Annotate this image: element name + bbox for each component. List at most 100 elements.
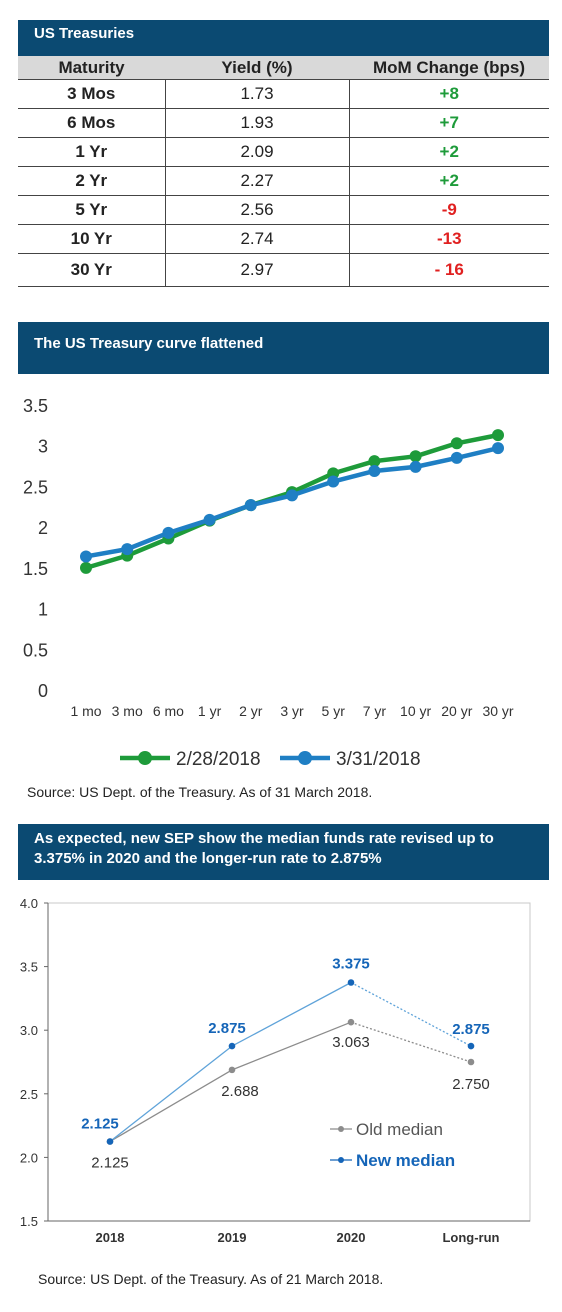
x-tick-label: 2018 [96, 1230, 125, 1245]
cell-yield: 2.97 [164, 253, 350, 287]
data-point [228, 1042, 236, 1050]
x-tick-label: 5 yr [322, 703, 346, 719]
table-row: 10 Yr 2.74 -13 [18, 224, 549, 254]
x-tick-label: 2020 [337, 1230, 366, 1245]
chart2-source: Source: US Dept. of the Treasury. As of … [38, 1271, 384, 1287]
x-tick-label: 6 mo [153, 703, 184, 719]
y-tick-label: 3.0 [20, 1023, 38, 1038]
data-point [347, 1018, 355, 1026]
data-label-old: 2.125 [91, 1155, 129, 1172]
treasuries-title: US Treasuries [18, 20, 549, 56]
data-point [347, 979, 355, 986]
cell-maturity: 2 Yr [18, 166, 165, 196]
data-point [80, 561, 92, 574]
series-segment [109, 1045, 233, 1143]
data-point [492, 442, 504, 455]
data-point [467, 1058, 475, 1066]
y-tick-label: 3 [38, 437, 48, 457]
series-segment [109, 1069, 233, 1143]
data-point [286, 489, 298, 502]
data-label-old: 2.750 [452, 1076, 490, 1093]
table-row: 6 Mos 1.93 +7 [18, 108, 549, 138]
cell-yield: 2.27 [164, 166, 350, 196]
data-point [368, 455, 381, 468]
y-tick-label: 1 [38, 600, 48, 620]
data-point [80, 550, 92, 563]
cell-change: -9 [349, 195, 549, 225]
col-header-yield: Yield (%) [165, 56, 349, 80]
y-tick-label: 2 [38, 518, 48, 538]
data-label-new: 2.875 [208, 1020, 246, 1037]
x-tick-label: 20 yr [441, 703, 472, 719]
data-label-old: 3.063 [332, 1034, 370, 1051]
chart2-header-line2: 3.375% in 2020 and the longer-run rate t… [34, 850, 382, 867]
series-segment [231, 1021, 352, 1071]
cell-change: +2 [349, 166, 549, 196]
table-header-row: Maturity Yield (%) MoM Change (bps) [18, 56, 549, 80]
data-point [492, 429, 504, 442]
x-tick-label: 10 yr [400, 703, 431, 719]
data-point [409, 450, 422, 463]
data-point [121, 543, 134, 556]
data-point [244, 499, 257, 512]
data-point [450, 437, 463, 450]
sep-median-chart: 4.0 3.5 3.0 2.5 2.0 1.5 2018 2019 2020 Long-run 2.… [20, 896, 531, 1245]
cell-change: +8 [349, 79, 549, 109]
cell-maturity: 1 Yr [18, 137, 165, 167]
data-label-new: 2.875 [452, 1021, 490, 1038]
plot-frame [47, 902, 531, 1222]
series-line-2 [85, 445, 499, 559]
data-point [368, 464, 381, 477]
cell-maturity: 30 Yr [18, 253, 165, 287]
cell-maturity: 3 Mos [18, 79, 165, 109]
x-tick-label: 1 mo [70, 703, 101, 719]
legend-label: New median [356, 1151, 455, 1170]
legend-swatch-marker [338, 1126, 344, 1132]
x-tick-label: 2019 [218, 1230, 247, 1245]
y-tick-label: 3.5 [23, 396, 48, 416]
cell-change: -13 [349, 224, 549, 254]
legend-label: 2/28/2018 [176, 749, 261, 770]
y-tick-label: 2.5 [20, 1087, 38, 1102]
cell-change: +7 [349, 108, 549, 138]
series-segment [231, 981, 352, 1047]
table-row: 5 Yr 2.56 -9 [18, 195, 549, 225]
chart1-header: The US Treasury curve flattened [18, 322, 549, 374]
table-row: 3 Mos 1.73 +8 [18, 79, 549, 109]
data-point [228, 1066, 236, 1074]
data-point [106, 1138, 114, 1145]
y-tick-label: 0.5 [23, 640, 48, 660]
cell-yield: 1.73 [164, 79, 350, 109]
table-row: 30 Yr 2.97- 16 [18, 253, 549, 287]
series-segment [350, 1021, 472, 1063]
x-tick-label: 1 yr [198, 703, 222, 719]
data-point [203, 513, 216, 526]
chart2-header: As expected, new SEP show the median fun… [18, 824, 549, 880]
table-row: 1 Yr 2.09 +2 [18, 137, 549, 167]
y-tick-label: 4.0 [20, 896, 38, 911]
yield-curve-chart: 3.5 3 2.5 2 1.5 1 0.5 0 1 mo 3 mo 6 mo 1 yr 2 yr 3 yr… [23, 396, 514, 770]
cell-yield: 2.09 [164, 137, 350, 167]
cell-maturity: 5 Yr [18, 195, 165, 225]
x-tick-label: 3 mo [112, 703, 143, 719]
x-tick-label: 2 yr [239, 703, 263, 719]
y-tick-label: 1.5 [23, 559, 48, 579]
legend-swatch-marker [298, 751, 312, 765]
x-tick-label: 30 yr [482, 703, 513, 719]
cell-maturity: 6 Mos [18, 108, 165, 138]
cell-yield: 1.93 [164, 108, 350, 138]
legend-label: 3/31/2018 [336, 749, 421, 770]
x-tick-label: Long-run [442, 1230, 499, 1245]
table-row: 2 Yr 2.27 +2 [18, 166, 549, 196]
data-label-new: 3.375 [332, 956, 370, 973]
y-tick-label: 0 [38, 681, 48, 701]
x-tick-label: 7 yr [363, 703, 387, 719]
cell-change: - 16 [349, 253, 549, 287]
cell-change: +2 [349, 137, 549, 167]
col-header-maturity: Maturity [18, 56, 165, 80]
cell-maturity: 10 Yr [18, 224, 165, 254]
series-segment [350, 981, 472, 1047]
data-label-new: 2.125 [81, 1116, 119, 1133]
legend-swatch-marker [338, 1157, 344, 1163]
legend-label: Old median [356, 1120, 443, 1139]
